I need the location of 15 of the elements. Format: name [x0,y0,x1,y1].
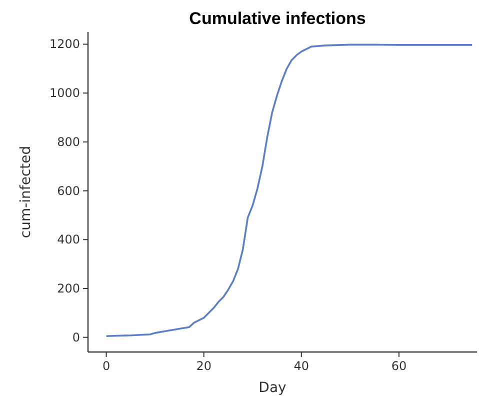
x-tick-label: 60 [391,359,407,373]
y-tick-label: 600 [57,184,80,198]
y-tick-label: 200 [57,281,80,296]
chart-title: Cumulative infections [189,9,366,28]
x-tick-label: 0 [102,359,110,373]
y-tick-label: 0 [72,330,80,344]
y-tick-label: 400 [57,232,80,247]
y-tick-label: 1200 [49,37,80,52]
line-series [105,44,474,338]
y-tick-label: 800 [57,134,80,149]
x-tick-label: 40 [294,359,310,373]
y-axis-title: cum-infected [18,146,34,238]
y-tick-label: 1000 [49,86,80,100]
x-tick-label: 20 [196,359,212,373]
x-axis-title: Day [258,380,286,396]
